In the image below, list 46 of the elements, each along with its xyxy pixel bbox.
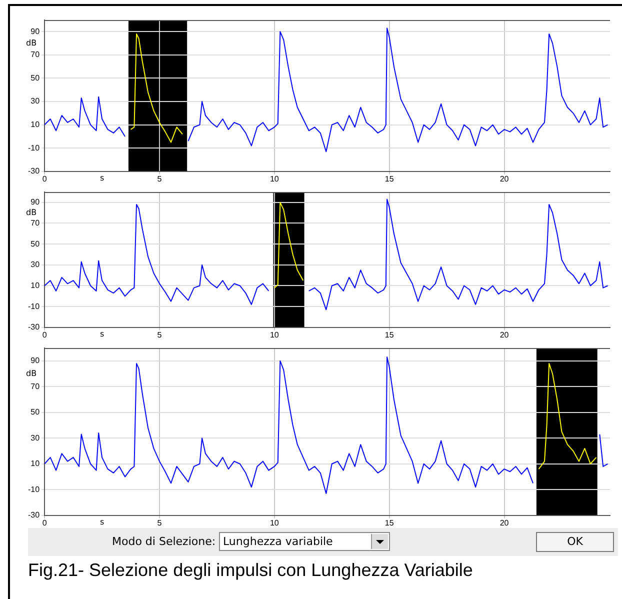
y-tick-label: 30 (30, 433, 40, 442)
x-tick-label: 10 (270, 518, 280, 528)
x-tick-label: 0 (42, 174, 48, 184)
x-tick-label: 5 (157, 518, 162, 528)
x-tick-label: 0 (42, 518, 48, 528)
dropdown-field: Lunghezza variabile (219, 532, 390, 551)
x-axis-title: s (100, 329, 104, 338)
y-tick-label: -10 (28, 143, 40, 152)
button: OK (536, 532, 614, 552)
y-tick-label: -10 (28, 484, 40, 494)
y-tick-label: -30 (28, 510, 40, 520)
x-tick-label: 5 (157, 174, 162, 184)
caption: Fig.21- Selezione degli impulsi con Lunghezza Variabile (28, 560, 473, 581)
y-tick-label: 10 (30, 459, 40, 468)
x-tick-label: 20 (500, 174, 510, 184)
x-tick-label: 20 (500, 518, 510, 528)
y-tick-label: -30 (28, 166, 40, 176)
y-tick-label: 50 (30, 239, 40, 248)
x-tick-label: 0 (42, 330, 48, 340)
x-tick-label: 5 (157, 330, 162, 340)
x-axis-title: s (100, 173, 104, 182)
y-tick-label: 70 (30, 382, 40, 391)
y-tick-label: 30 (30, 96, 40, 106)
x-tick-label: 15 (384, 330, 394, 340)
x-tick-label: 10 (270, 330, 280, 340)
y-tick-label: 50 (30, 73, 40, 82)
y-tick-label: 50 (30, 408, 40, 417)
y-tick-label: 10 (30, 120, 40, 130)
x-tick-label: 10 (270, 174, 280, 184)
y-tick-label: 90 (30, 198, 40, 207)
y-axis-title: dB (26, 368, 37, 378)
y-tick-label: 70 (30, 218, 40, 228)
y-axis-title: dB (26, 208, 37, 217)
control-bar: Modo di Selezione: Lunghezza variabile OK (28, 528, 618, 556)
x-tick-label: 20 (500, 330, 510, 340)
y-tick-label: -30 (28, 322, 40, 332)
x-tick-label: 15 (384, 518, 394, 528)
x-tick-label: 15 (384, 174, 394, 184)
y-axis-title: dB (26, 38, 37, 48)
x-axis-title: s (100, 517, 104, 526)
y-tick-label: 10 (30, 280, 40, 290)
y-tick-label: 90 (30, 356, 40, 366)
y-tick-label: -10 (28, 302, 40, 311)
y-tick-label: 70 (30, 50, 40, 60)
y-tick-label: 30 (30, 260, 40, 270)
y-tick-label: 90 (30, 26, 40, 36)
